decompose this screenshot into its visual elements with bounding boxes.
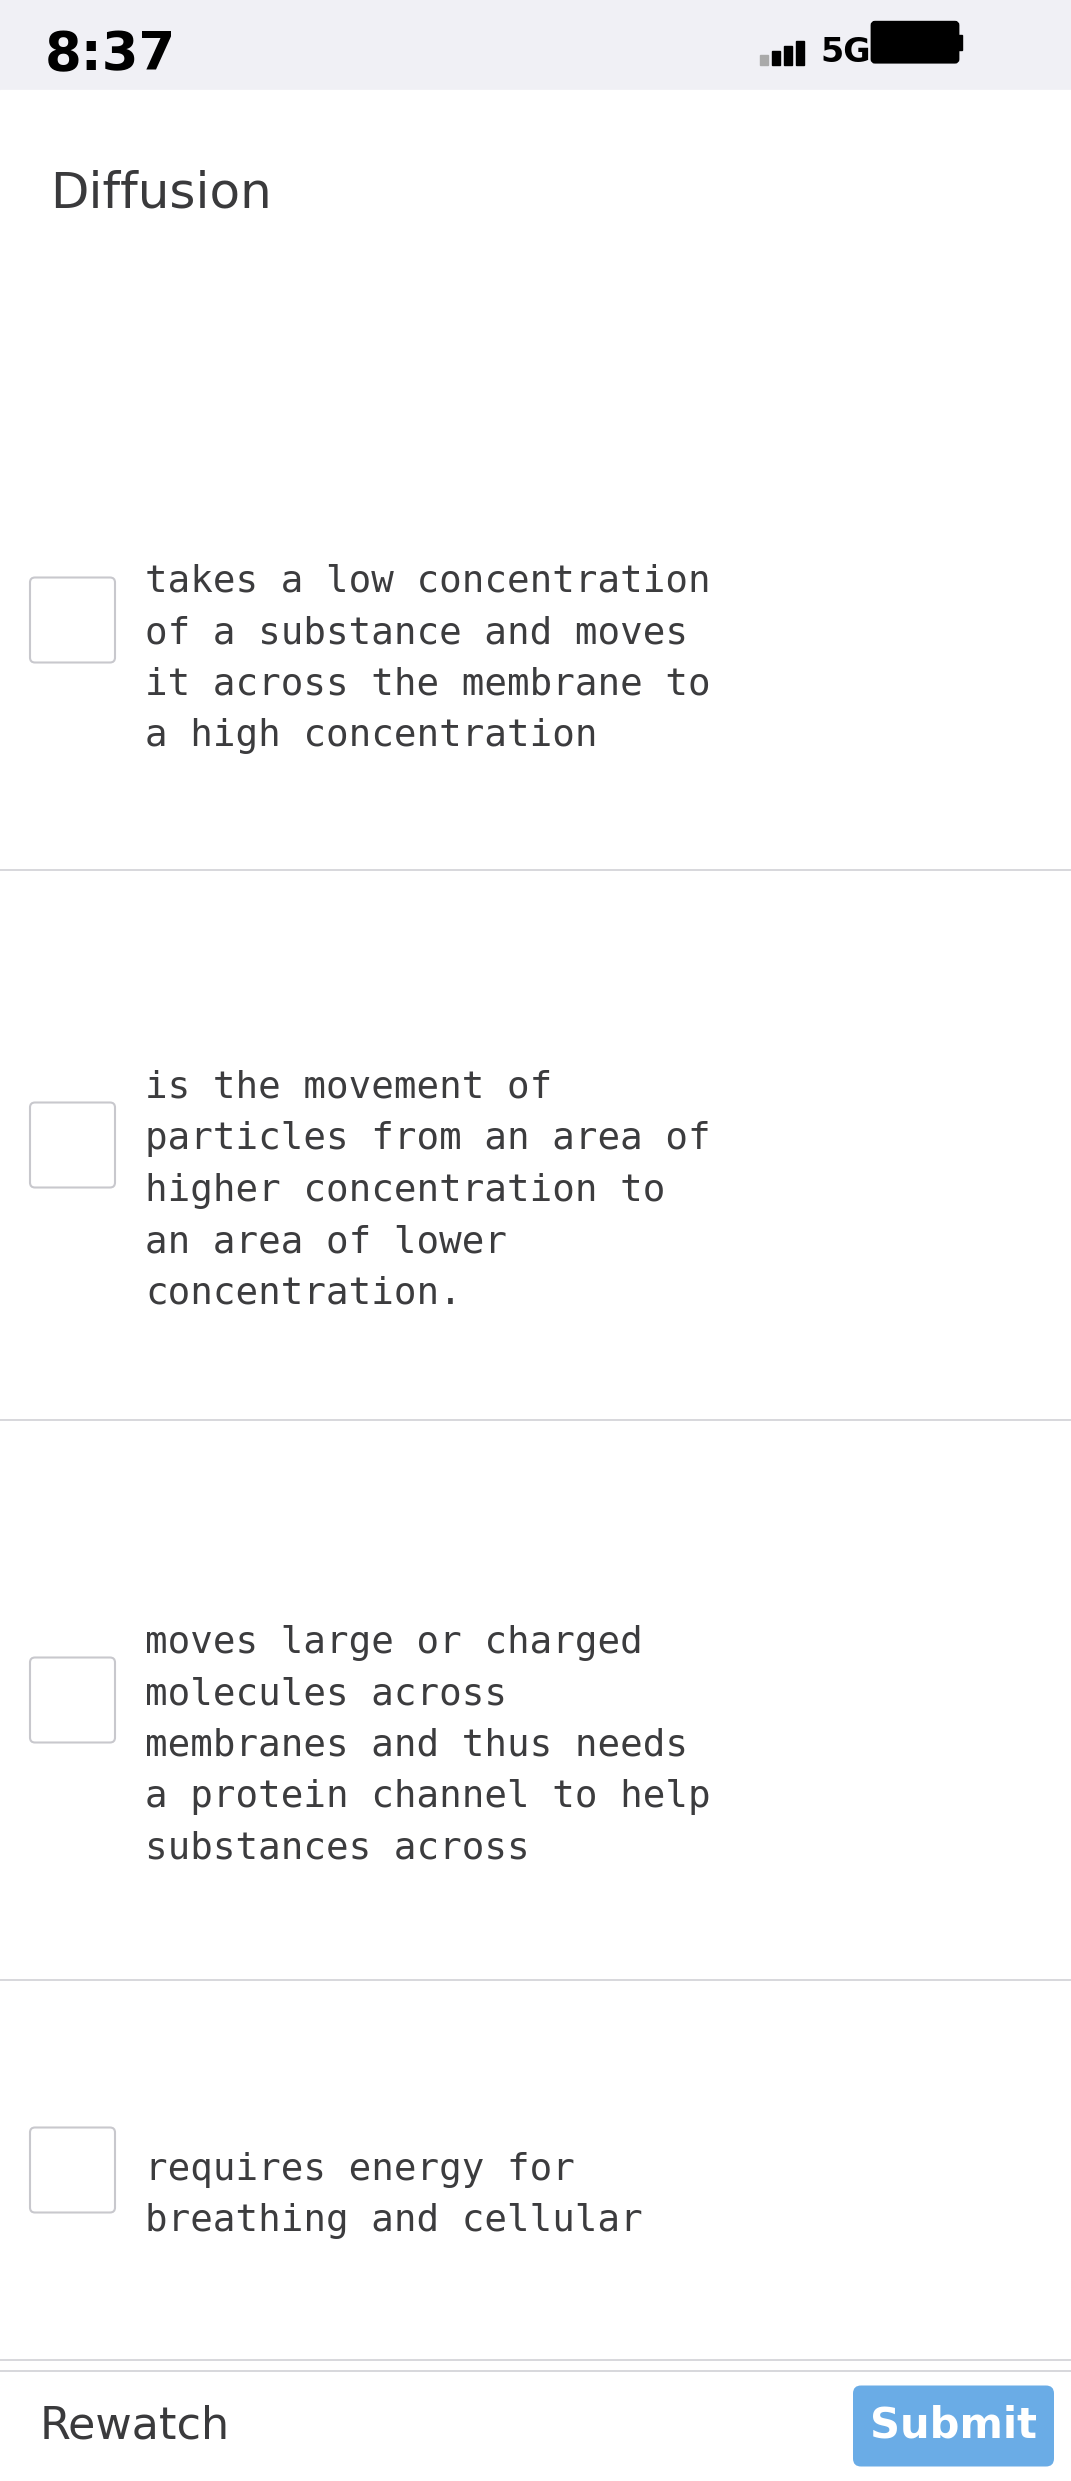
Text: moves large or charged
molecules across
membranes and thus needs
a protein chann: moves large or charged molecules across … (145, 1625, 711, 1866)
Text: 5G: 5G (820, 35, 871, 69)
Text: is the movement of
particles from an area of
higher concentration to
an area of : is the movement of particles from an are… (145, 1069, 711, 1312)
Bar (0, 2372, 1071, 2481)
FancyBboxPatch shape (30, 1657, 115, 1742)
Text: Submit: Submit (870, 2404, 1037, 2446)
FancyBboxPatch shape (872, 22, 957, 62)
Bar (957, 35, 962, 50)
Bar (0, 1980, 1071, 2359)
FancyBboxPatch shape (30, 2129, 115, 2213)
Bar (0, 370, 1071, 871)
Text: 8:37: 8:37 (45, 30, 177, 82)
FancyBboxPatch shape (853, 2387, 1054, 2466)
Bar (772, 50, 780, 65)
Text: takes a low concentration
of a substance and moves
it across the membrane to
a h: takes a low concentration of a substance… (145, 563, 711, 754)
Bar (784, 45, 791, 65)
FancyBboxPatch shape (30, 578, 115, 662)
Bar (0, 0, 1071, 89)
FancyBboxPatch shape (30, 1102, 115, 1188)
Bar (760, 55, 768, 65)
Bar (796, 40, 804, 65)
Text: requires energy for
breathing and cellular: requires energy for breathing and cellul… (145, 2151, 643, 2240)
Text: Rewatch: Rewatch (40, 2404, 230, 2446)
Bar (0, 871, 1071, 1419)
Bar (0, 1419, 1071, 1980)
Text: Diffusion: Diffusion (50, 171, 272, 218)
